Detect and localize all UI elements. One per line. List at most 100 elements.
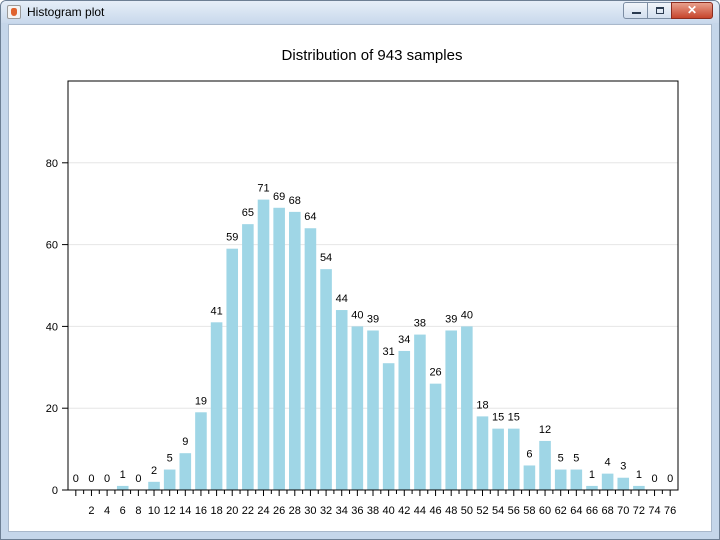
histogram-bar bbox=[445, 330, 457, 490]
minimize-button[interactable] bbox=[623, 2, 648, 19]
x-tick-label: 22 bbox=[242, 505, 254, 517]
bar-value-label: 1 bbox=[589, 469, 595, 481]
close-icon: ✕ bbox=[686, 3, 698, 17]
bar-value-label: 39 bbox=[445, 313, 457, 325]
histogram-bar bbox=[492, 428, 504, 490]
bar-value-label: 12 bbox=[539, 424, 551, 436]
bar-value-label: 0 bbox=[651, 473, 657, 485]
histogram-bar bbox=[507, 428, 520, 490]
histogram-bar bbox=[351, 326, 364, 490]
histogram-bar bbox=[554, 469, 567, 490]
histogram-bar bbox=[163, 469, 176, 490]
bars bbox=[116, 199, 645, 491]
x-tick-label: 32 bbox=[320, 505, 332, 517]
histogram-bar bbox=[523, 465, 536, 490]
bar-value-label: 15 bbox=[508, 412, 520, 424]
bar-value-label: 65 bbox=[242, 207, 254, 219]
bar-value-label: 3 bbox=[620, 461, 626, 473]
bar-value-label: 59 bbox=[226, 232, 238, 244]
x-tick-label: 30 bbox=[304, 505, 316, 517]
bar-value-label: 41 bbox=[210, 305, 222, 317]
histogram-bar bbox=[257, 199, 270, 491]
bar-value-label: 5 bbox=[167, 453, 173, 465]
bar-value-label: 71 bbox=[257, 183, 269, 195]
y-axis: 0 20 40 60 80 bbox=[46, 158, 68, 497]
x-tick-label: 66 bbox=[586, 505, 598, 517]
bar-value-label: 15 bbox=[492, 412, 504, 424]
x-tick-label: 18 bbox=[210, 505, 222, 517]
x-tick-label: 8 bbox=[135, 505, 141, 517]
histogram-bar bbox=[242, 224, 254, 490]
x-tick-label: 70 bbox=[617, 505, 629, 517]
x-tick-label: 6 bbox=[120, 505, 126, 517]
x-tick-label: 64 bbox=[570, 505, 582, 517]
bar-value-label: 18 bbox=[476, 399, 488, 411]
bar-value-label: 39 bbox=[367, 313, 379, 325]
bar-value-label: 0 bbox=[88, 473, 94, 485]
x-tick-label: 34 bbox=[336, 505, 348, 517]
histogram-bar bbox=[116, 485, 129, 490]
histogram-bar bbox=[539, 440, 551, 490]
x-tick-label: 16 bbox=[195, 505, 207, 517]
histogram-bar bbox=[461, 326, 473, 490]
bar-value-label: 19 bbox=[195, 395, 207, 407]
bar-value-label: 6 bbox=[526, 448, 532, 460]
x-tick-label: 44 bbox=[414, 505, 426, 517]
x-tick-label: 4 bbox=[104, 505, 110, 517]
x-tick-label: 54 bbox=[492, 505, 504, 517]
bar-value-label: 64 bbox=[304, 211, 316, 223]
x-tick-label: 60 bbox=[539, 505, 551, 517]
histogram-bar bbox=[148, 481, 160, 490]
chart-title: Distribution of 943 samples bbox=[282, 47, 463, 64]
bar-value-label: 0 bbox=[135, 473, 141, 485]
x-tick-label: 50 bbox=[461, 505, 473, 517]
bar-value-label: 68 bbox=[289, 195, 301, 207]
y-tick-label: 60 bbox=[46, 240, 58, 252]
x-tick-label: 68 bbox=[601, 505, 613, 517]
x-axis: 2 4 6 8 10 12 14 16 18 20 22 24 26 28 30 32 34 36 38 40 42 44… bbox=[75, 490, 676, 517]
bar-value-label: 31 bbox=[383, 346, 395, 358]
bar-value-label: 0 bbox=[667, 473, 673, 485]
x-tick-label: 46 bbox=[429, 505, 441, 517]
bar-value-label: 5 bbox=[573, 453, 579, 465]
maximize-icon bbox=[656, 7, 664, 14]
x-tick-label: 14 bbox=[179, 505, 191, 517]
x-tick-label: 42 bbox=[398, 505, 410, 517]
bar-value-label: 40 bbox=[351, 309, 363, 321]
x-tick-label: 38 bbox=[367, 505, 379, 517]
x-tick-label: 72 bbox=[633, 505, 645, 517]
y-tick-label: 40 bbox=[46, 321, 58, 333]
plot-panel: Distribution of 943 samples 0 0 0 1 0 2 5 9 19 41… bbox=[8, 24, 712, 532]
java-app-icon bbox=[7, 5, 21, 19]
histogram-bar bbox=[179, 453, 192, 490]
x-tick-label: 10 bbox=[148, 505, 160, 517]
histogram-bar bbox=[633, 485, 645, 490]
y-tick-label: 20 bbox=[46, 403, 58, 415]
histogram-bar bbox=[414, 334, 426, 490]
histogram-bar bbox=[195, 412, 207, 490]
title-bar[interactable]: Histogram plot ✕ bbox=[1, 1, 719, 23]
maximize-button[interactable] bbox=[647, 2, 672, 19]
x-tick-label: 48 bbox=[445, 505, 457, 517]
close-button[interactable]: ✕ bbox=[671, 2, 713, 19]
x-tick-label: 40 bbox=[383, 505, 395, 517]
x-tick-label: 36 bbox=[351, 505, 363, 517]
histogram-bar bbox=[226, 248, 239, 490]
histogram-bar bbox=[367, 330, 379, 490]
minimize-icon bbox=[632, 12, 641, 14]
x-tick-label: 24 bbox=[257, 505, 269, 517]
x-tick-label: 12 bbox=[164, 505, 176, 517]
x-tick-label: 76 bbox=[664, 505, 676, 517]
x-tick-label: 62 bbox=[555, 505, 567, 517]
bar-value-label: 69 bbox=[273, 191, 285, 203]
bar-value-label: 26 bbox=[429, 367, 441, 379]
y-tick-label: 0 bbox=[52, 485, 58, 497]
x-tick-label: 58 bbox=[523, 505, 535, 517]
bar-value-label: 0 bbox=[104, 473, 110, 485]
x-tick-label: 26 bbox=[273, 505, 285, 517]
histogram-bar bbox=[382, 363, 395, 490]
bar-value-label: 40 bbox=[461, 309, 473, 321]
histogram-bar bbox=[601, 473, 614, 490]
